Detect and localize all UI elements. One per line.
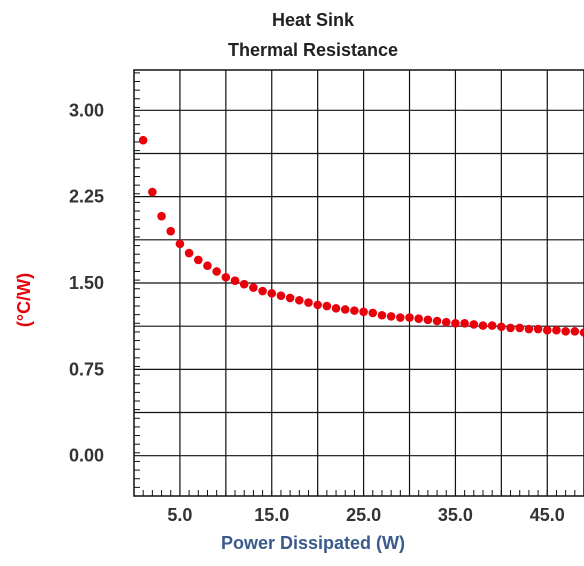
plot-area-border — [133, 69, 584, 497]
x-axis-title: Power Dissipated (W) — [221, 533, 405, 553]
data-point — [396, 313, 405, 322]
y-axis-title: (°C/W) — [14, 273, 34, 327]
data-point — [340, 305, 350, 314]
data-point — [386, 312, 396, 321]
data-point — [359, 307, 368, 317]
data-point — [230, 276, 240, 285]
data-point — [295, 295, 304, 305]
x-tick-label: 45.0 — [530, 505, 565, 525]
data-point — [267, 289, 277, 298]
data-point — [322, 301, 332, 311]
y-tick-labels: 0.00 0.75 1.50 2.25 3.00 — [69, 100, 104, 465]
data-point — [258, 286, 267, 296]
data-point — [285, 293, 295, 303]
data-point — [460, 318, 469, 328]
data-point — [221, 272, 231, 282]
data-point — [561, 327, 570, 336]
data-point — [331, 304, 341, 313]
data-point — [487, 321, 497, 330]
data-point — [533, 324, 543, 334]
data-point — [552, 325, 561, 335]
data-point — [570, 327, 580, 336]
data-point — [423, 315, 433, 325]
y-tick-label: 3.00 — [69, 100, 104, 120]
x-tick-label: 5.0 — [167, 505, 192, 525]
grid — [134, 70, 584, 496]
y-tick-label: 0.75 — [69, 359, 104, 379]
data-point — [157, 211, 166, 221]
data-point — [469, 320, 479, 329]
chart-title: Heat Sink — [272, 10, 355, 30]
data-point — [313, 300, 322, 310]
data-point — [579, 328, 584, 337]
data-point — [405, 313, 414, 322]
y-tick-label: 0.00 — [69, 446, 104, 466]
data-point — [276, 291, 286, 300]
data-point — [451, 318, 460, 328]
chart-subtitle: Thermal Resistance — [228, 40, 398, 60]
data-point — [414, 314, 423, 323]
data-point — [377, 310, 387, 320]
x-tick-label: 25.0 — [346, 505, 381, 525]
data-point — [304, 298, 313, 307]
data-point — [148, 187, 157, 197]
data-point — [138, 135, 148, 145]
x-tick-label: 35.0 — [438, 505, 473, 525]
data-point — [239, 279, 249, 289]
data-points — [138, 135, 584, 337]
data-point — [478, 321, 488, 330]
data-point — [350, 306, 359, 315]
data-point — [175, 239, 185, 249]
data-point — [542, 325, 552, 335]
y-tick-label: 1.50 — [69, 273, 104, 293]
data-point — [497, 322, 506, 332]
data-point — [432, 316, 442, 326]
x-tick-label: 15.0 — [254, 505, 289, 525]
minor-ticks — [134, 72, 576, 497]
data-point — [441, 317, 451, 327]
data-point — [193, 255, 203, 265]
data-point — [506, 323, 515, 333]
data-point — [203, 261, 212, 271]
data-point — [212, 267, 221, 276]
data-point — [368, 308, 378, 318]
data-point — [166, 226, 176, 236]
data-point — [524, 324, 534, 334]
data-point — [249, 283, 258, 292]
x-tick-labels: 5.0 15.0 25.0 35.0 45.0 — [167, 505, 564, 525]
y-tick-label: 2.25 — [69, 187, 104, 207]
data-point — [184, 248, 194, 258]
data-point — [515, 323, 525, 333]
